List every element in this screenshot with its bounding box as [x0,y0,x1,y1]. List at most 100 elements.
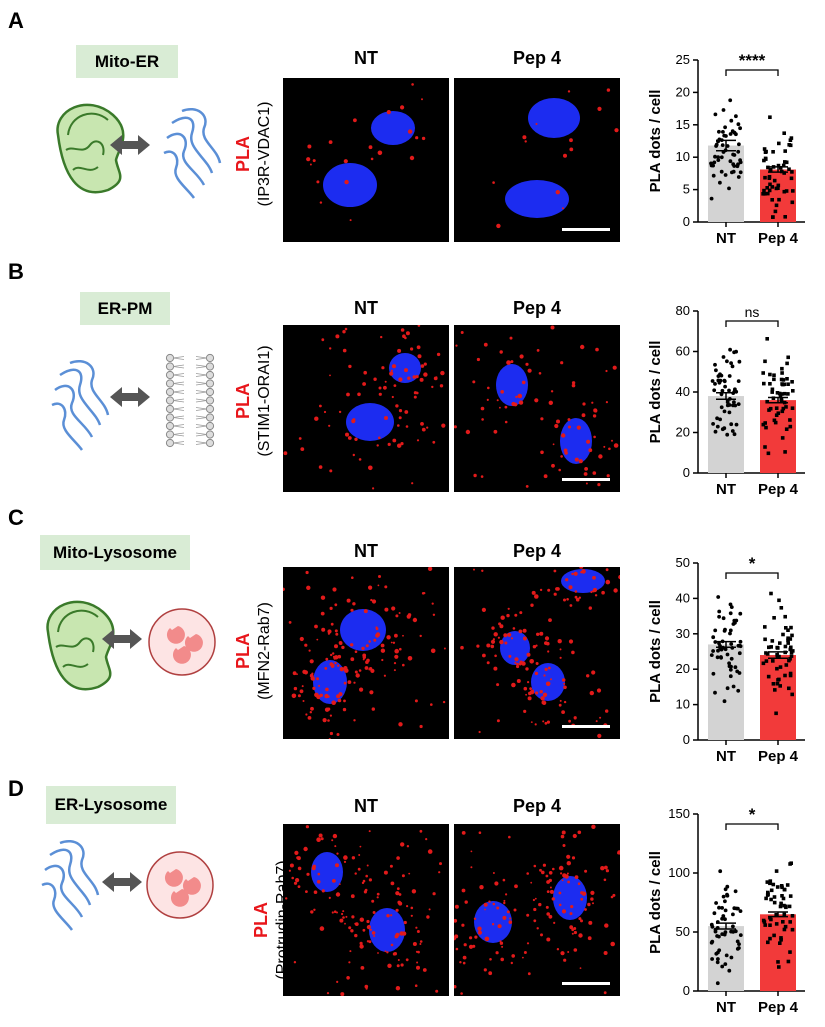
pla-dot [539,588,543,592]
pla-dot [561,909,567,914]
nucleus [369,908,405,952]
pla-dot [573,571,578,576]
pla-dot [346,976,350,980]
pla-dot [427,849,433,854]
micrograph-nt [283,567,449,739]
significance-bracket [725,69,779,76]
data-point [725,892,729,897]
pla-dot [522,636,527,641]
data-point [709,922,714,927]
mitochondrion-icon [56,103,125,194]
pla-dot [421,98,423,101]
data-point [766,674,771,679]
data-point [716,158,721,162]
pla-dot [396,887,400,891]
pla-dot [377,584,380,587]
pla-dot [400,105,405,110]
pla-dot [527,681,530,684]
pla-dot [394,633,398,638]
data-point [781,920,785,924]
data-point [771,882,776,887]
data-point [734,114,738,119]
axes: 0 10 20 30 40 50 PLA dots / cell [647,555,805,747]
pla-dot [555,190,560,195]
pla-dot [410,906,414,910]
data-point [725,359,729,364]
pla-dot [613,588,618,593]
pla-dot [508,654,512,658]
data-point [714,144,718,148]
data-point [780,392,784,396]
pla-dot [329,374,331,377]
data-point [737,359,742,364]
panel-b: B ER-PM NT Pep 4 PLA (STIM1-ORAI1) 0 20 40… [0,255,825,505]
pla-dot [518,662,522,666]
pla-dot [536,632,540,636]
pla-dot [608,447,611,451]
pla-dot [544,641,548,645]
pla-dot [364,666,369,670]
pla-dot [433,376,438,381]
y-tick-label: 20 [676,84,690,99]
pla-dot [316,837,321,842]
pla-dot [342,330,346,334]
data-point [719,655,723,660]
data-point [722,932,727,937]
data-point [776,183,781,188]
er-icon [51,360,110,451]
pla-dot [299,636,304,642]
pla-dot [432,440,436,444]
pla-dot [586,439,591,444]
pla-dot [577,882,581,885]
data-point [717,641,721,646]
data-point [737,142,741,147]
data-point [730,364,735,369]
data-point [780,885,784,890]
pla-dot [359,944,364,949]
data-point [727,388,731,393]
data-point [781,896,786,901]
pla-dot [368,830,371,833]
data-point [785,377,789,381]
pla-dot [361,881,365,885]
data-point [783,644,788,649]
pla-dot [503,633,508,638]
x-tick-label: Pep 4 [758,999,799,1016]
pla-dot [486,643,491,648]
nucleus [553,876,587,920]
pla-dot [605,401,608,404]
pla-dot [551,463,555,468]
data-point [788,673,793,678]
pla-dot [592,471,597,475]
pla-dot [318,465,323,469]
pla-dot [326,992,330,995]
pla-dot [351,856,356,860]
data-point [762,158,766,163]
pla-dot [337,654,342,659]
pla-dot [571,383,576,388]
data-point [722,378,727,383]
data-point [728,159,733,164]
data-point [766,191,770,196]
data-point [729,605,734,609]
pla-dot [571,381,576,385]
pla-dot [492,638,495,641]
pla-dot [303,846,308,852]
pla-dot [319,693,323,697]
data-point [789,650,794,655]
data-point [737,942,741,946]
pla-dot [578,459,583,464]
pla-dot [603,951,608,955]
y-tick-label: 20 [676,661,690,676]
pla-dot [519,354,524,359]
y-tick-label: 100 [668,865,690,880]
pla-dot [525,667,529,671]
data-point [720,964,725,969]
pla-dot [420,364,425,368]
data-point [773,209,778,214]
data-point [727,661,731,666]
pla-dot [573,716,577,720]
pla-dot [403,920,407,925]
column-title-pep4: Pep 4 [512,48,562,68]
pla-dot [419,940,423,943]
